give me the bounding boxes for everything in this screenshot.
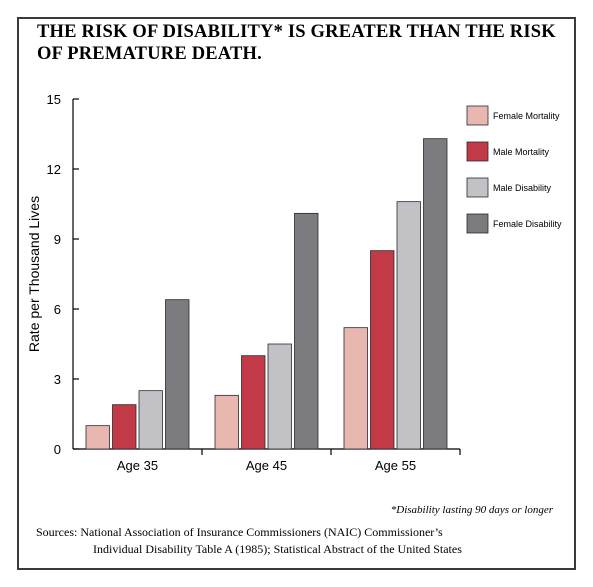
x-category-label: Age 55 — [375, 458, 416, 473]
bar-male-mortality-age-55 — [371, 251, 395, 449]
legend-swatch — [467, 178, 488, 197]
chart-legend: Female Mortality Male Mortality Male Disab… — [467, 106, 562, 233]
legend-label: Male Disability — [493, 183, 552, 193]
y-tick-label: 15 — [47, 92, 61, 107]
bar-male-mortality-age-35 — [113, 405, 137, 449]
bar-male-disability-age-45 — [268, 344, 292, 449]
y-axis-title: Rate per Thousand Lives — [26, 196, 42, 352]
x-category-label: Age 35 — [117, 458, 158, 473]
sources-line-1: Sources: National Association of Insuran… — [36, 525, 443, 539]
legend-label: Female Mortality — [493, 111, 560, 121]
bar-male-disability-age-35 — [139, 391, 163, 449]
chart-bars — [86, 139, 447, 449]
legend-swatch — [467, 142, 488, 161]
bar-female-mortality-age-45 — [215, 395, 239, 449]
bar-female-mortality-age-55 — [344, 328, 368, 449]
y-tick-label: 3 — [54, 372, 61, 387]
bar-female-disability-age-55 — [424, 139, 448, 449]
bar-female-mortality-age-35 — [86, 426, 110, 449]
y-tick-label: 0 — [54, 442, 61, 457]
sources-line-2: Individual Disability Table A (1985); St… — [36, 541, 581, 558]
legend-swatch — [467, 106, 488, 125]
bar-female-disability-age-45 — [295, 213, 319, 449]
legend-label: Female Disability — [493, 219, 562, 229]
sources-note: Sources: National Association of Insuran… — [36, 524, 581, 558]
legend-swatch — [467, 214, 488, 233]
y-tick-label: 6 — [54, 302, 61, 317]
legend-label: Male Mortality — [493, 147, 550, 157]
y-tick-label: 9 — [54, 232, 61, 247]
bar-male-disability-age-55 — [397, 202, 421, 449]
y-tick-label: 12 — [47, 162, 61, 177]
bar-female-disability-age-35 — [166, 300, 190, 449]
bar-male-mortality-age-45 — [242, 356, 266, 449]
disability-footnote: *Disability lasting 90 days or longer — [0, 504, 553, 516]
x-category-label: Age 45 — [246, 458, 287, 473]
